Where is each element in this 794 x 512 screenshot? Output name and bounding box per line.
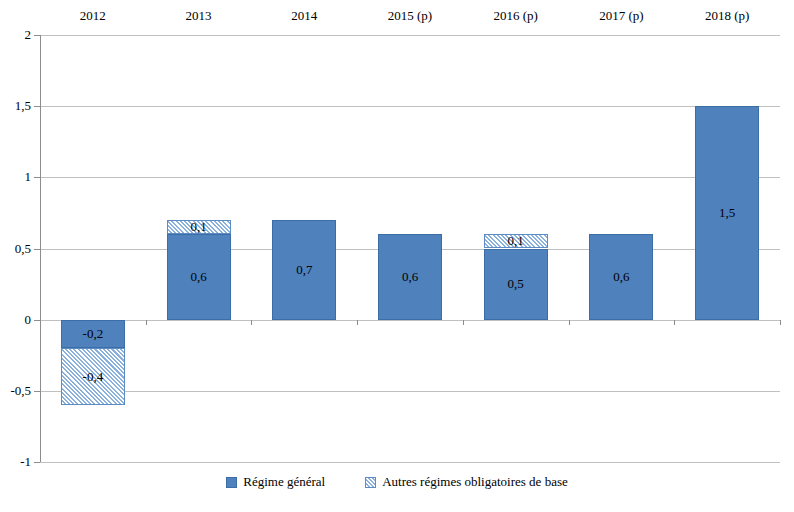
category-label: 2012 <box>40 8 146 24</box>
legend-label: Régime général <box>243 474 325 490</box>
y-axis-tick-label: 0,5 <box>0 241 31 257</box>
x-axis-tick <box>674 320 675 325</box>
legend-item-regime-general: Régime général <box>226 474 325 490</box>
bar-segment-2017p-regime-general: 0,6 <box>589 234 653 319</box>
bar-segment-2015p-regime-general: 0,6 <box>378 234 442 319</box>
bar-segment-2012-regime-general: -0,2 <box>61 320 125 348</box>
legend-item-autres-regimes: Autres régimes obligatoires de base <box>365 474 568 490</box>
bar-value-label: 0,5 <box>508 277 524 291</box>
bar-segment-2013-autres-regimes: 0,1 <box>167 220 231 234</box>
bar-segment-2016p-regime-general: 0,5 <box>484 249 548 320</box>
category-label: 2016 (p) <box>463 8 569 24</box>
bar-value-label: 0,7 <box>296 263 312 277</box>
bar-value-label: 0,6 <box>402 270 418 284</box>
x-axis-tick <box>251 320 252 325</box>
bar-value-label: 0,1 <box>190 220 206 234</box>
gridline <box>40 177 780 178</box>
gridline <box>40 391 780 392</box>
bar-segment-2014-regime-general: 0,7 <box>272 220 336 320</box>
legend-label: Autres régimes obligatoires de base <box>382 474 568 490</box>
y-axis-tick <box>34 462 40 463</box>
bar-segment-2018p-regime-general: 1,5 <box>695 106 759 320</box>
y-axis-tick-label: -0,5 <box>0 383 31 399</box>
x-axis-tick <box>357 320 358 325</box>
category-label: 2015 (p) <box>357 8 463 24</box>
bar-value-label: 0,1 <box>508 234 524 248</box>
bar-value-label: 0,6 <box>190 270 206 284</box>
x-axis-tick <box>569 320 570 325</box>
y-axis-tick-label: 1 <box>0 169 31 185</box>
gridline <box>40 462 780 463</box>
stacked-bar-chart: 2012201320142015 (p)2016 (p)2017 (p)2018… <box>0 0 794 512</box>
bar-value-label: 0,6 <box>613 270 629 284</box>
bar-value-label: -0,2 <box>83 327 104 341</box>
category-label: 2013 <box>146 8 252 24</box>
category-label: 2017 (p) <box>569 8 675 24</box>
category-label: 2014 <box>251 8 357 24</box>
category-label: 2018 (p) <box>674 8 780 24</box>
bar-segment-2012-autres-regimes: -0,4 <box>61 348 125 405</box>
bar-value-label: 1,5 <box>719 206 735 220</box>
x-axis-tick <box>780 320 781 325</box>
chart-legend: Régime général Autres régimes obligatoire… <box>0 472 794 492</box>
gridline <box>40 106 780 107</box>
y-axis-tick-label: 1,5 <box>0 98 31 114</box>
x-axis-tick <box>40 320 41 325</box>
solid-swatch-icon <box>226 477 237 488</box>
x-axis-tick <box>146 320 147 325</box>
y-axis-tick-label: 2 <box>0 27 31 43</box>
gridline <box>40 35 780 36</box>
y-axis-tick-label: 0 <box>0 312 31 328</box>
bar-segment-2013-regime-general: 0,6 <box>167 234 231 319</box>
y-axis-tick-label: -1 <box>0 454 31 470</box>
y-axis-line <box>40 35 41 462</box>
bar-value-label: -0,4 <box>83 370 104 384</box>
bar-segment-2016p-autres-regimes: 0,1 <box>484 234 548 248</box>
x-axis-tick <box>463 320 464 325</box>
hatched-swatch-icon <box>365 477 376 488</box>
gridline <box>40 320 780 321</box>
